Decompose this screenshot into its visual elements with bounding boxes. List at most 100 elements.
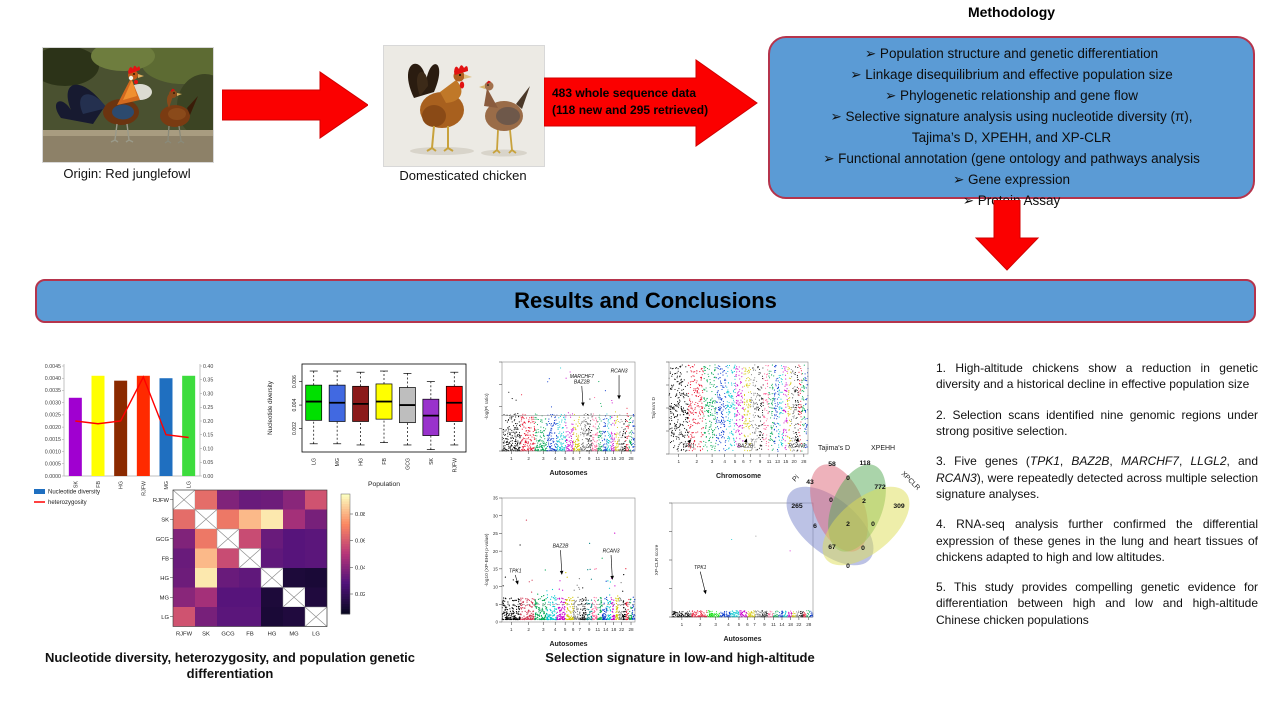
domesticated-label: Domesticated chicken bbox=[399, 168, 527, 183]
conclusion-paragraph: 1. High-altitude chickens show a reducti… bbox=[936, 361, 1258, 392]
svg-text:0.10: 0.10 bbox=[203, 446, 213, 452]
svg-text:3: 3 bbox=[542, 627, 545, 632]
svg-text:20: 20 bbox=[792, 459, 798, 464]
svg-text:0.0000: 0.0000 bbox=[45, 474, 61, 480]
svg-text:9: 9 bbox=[588, 627, 591, 632]
svg-text:0.006: 0.006 bbox=[292, 375, 298, 388]
results-title: Results and Conclusions bbox=[514, 288, 777, 313]
svg-text:35: 35 bbox=[493, 496, 499, 501]
svg-text:0.0020: 0.0020 bbox=[45, 425, 61, 431]
svg-text:7: 7 bbox=[749, 459, 752, 464]
svg-text:0.04: 0.04 bbox=[355, 565, 365, 571]
svg-text:3: 3 bbox=[542, 456, 545, 461]
methodology-box: ➢ Population structure and genetic diffe… bbox=[768, 36, 1255, 208]
domesticated-chicken-photo bbox=[383, 45, 545, 167]
svg-text:0.06: 0.06 bbox=[355, 539, 365, 545]
sequence-data-line2: (118 new and 295 retrieved) bbox=[552, 103, 709, 117]
manhattan-plot-tajimas-d: Tajima's D 1 2 3 4 5 6 7 9 11 13 15 20 28 Chromosome TP… bbox=[645, 356, 813, 484]
manhattan-plot-xpehh: 0 5 10 15 20 25 30 35 -log10 (XP-EHH p-value) 1 2 3… bbox=[478, 492, 640, 652]
svg-text:20: 20 bbox=[493, 549, 499, 554]
conclusion-paragraph: 4. RNA-seq analysis further confirmed th… bbox=[936, 517, 1258, 564]
svg-text:-log10 (XP-EHH p-value): -log10 (XP-EHH p-value) bbox=[484, 533, 490, 586]
svg-text:0.40: 0.40 bbox=[203, 364, 213, 370]
svg-text:14: 14 bbox=[603, 627, 609, 632]
svg-text:HG: HG bbox=[119, 481, 125, 489]
svg-text:0.30: 0.30 bbox=[203, 391, 213, 397]
svg-text:TPK1: TPK1 bbox=[509, 568, 522, 574]
svg-text:20: 20 bbox=[619, 456, 625, 461]
svg-text:Tajima's D: Tajima's D bbox=[651, 396, 657, 419]
svg-text:2: 2 bbox=[696, 459, 699, 464]
svg-text:18: 18 bbox=[611, 627, 617, 632]
svg-text:Autosomes: Autosomes bbox=[549, 641, 587, 648]
svg-text:BAZ2B: BAZ2B bbox=[553, 544, 570, 550]
svg-text:6: 6 bbox=[572, 627, 575, 632]
svg-text:3: 3 bbox=[711, 459, 714, 464]
conclusion-paragraph: 2. Selection scans identified nine genom… bbox=[936, 407, 1258, 438]
svg-text:11: 11 bbox=[595, 456, 600, 461]
svg-text:HG: HG bbox=[160, 576, 169, 582]
svg-text:15: 15 bbox=[493, 567, 499, 572]
svg-text:SK: SK bbox=[73, 481, 79, 489]
diversity-bar-chart: 0.0000 0.0005 0.0010 0.0015 0.0020 0.0025 0.00… bbox=[28, 356, 243, 508]
svg-text:11: 11 bbox=[595, 627, 600, 632]
methodology-item: ➢ Population structure and genetic diffe… bbox=[864, 46, 1159, 61]
svg-text:GCG: GCG bbox=[221, 632, 235, 638]
methodology-item: Tajima’s D, XPEHH, and XP-CLR bbox=[911, 130, 1112, 145]
svg-text:5: 5 bbox=[564, 456, 567, 461]
svg-text:25: 25 bbox=[493, 531, 499, 536]
svg-text:MARCHF7: MARCHF7 bbox=[570, 374, 594, 380]
svg-text:heterozygosity: heterozygosity bbox=[48, 500, 87, 506]
svg-text:FB: FB bbox=[162, 556, 170, 562]
svg-text:2: 2 bbox=[527, 456, 530, 461]
svg-text:GCG: GCG bbox=[405, 458, 411, 470]
caption-left-line2: differentiation bbox=[186, 666, 274, 681]
svg-text:15: 15 bbox=[611, 456, 617, 461]
methodology-item: ➢ Gene expression bbox=[952, 172, 1071, 187]
svg-text:LG: LG bbox=[312, 458, 318, 465]
svg-text:4: 4 bbox=[723, 459, 726, 464]
svg-text:5: 5 bbox=[734, 459, 737, 464]
svg-text:15: 15 bbox=[783, 459, 789, 464]
origin-label: Origin: Red junglefowl bbox=[63, 166, 191, 181]
arrow-right-2 bbox=[544, 58, 759, 148]
svg-text:0.02: 0.02 bbox=[355, 592, 365, 598]
svg-text:0.0035: 0.0035 bbox=[45, 388, 61, 394]
svg-text:30: 30 bbox=[493, 513, 499, 518]
svg-text:0: 0 bbox=[495, 620, 498, 625]
svg-text:0.00: 0.00 bbox=[203, 474, 213, 480]
svg-text:GCG: GCG bbox=[156, 537, 170, 543]
sequence-data-line1: 483 whole sequence data bbox=[552, 86, 697, 100]
svg-text:28: 28 bbox=[628, 627, 634, 632]
svg-text:Chromosome: Chromosome bbox=[716, 473, 761, 480]
down-arrow-icon bbox=[974, 200, 1040, 271]
svg-text:SK: SK bbox=[202, 632, 210, 638]
svg-text:13: 13 bbox=[775, 459, 781, 464]
conclusion-paragraph: 5. This study provides compelling geneti… bbox=[936, 580, 1258, 627]
svg-text:FB: FB bbox=[382, 457, 388, 464]
svg-text:4: 4 bbox=[554, 627, 557, 632]
svg-text:BAZ2B: BAZ2B bbox=[738, 444, 755, 450]
svg-text:0.0045: 0.0045 bbox=[45, 364, 61, 370]
svg-text:LG: LG bbox=[312, 632, 320, 638]
svg-text:0.25: 0.25 bbox=[203, 405, 213, 411]
right-arrow-icon bbox=[544, 59, 758, 147]
svg-text:1: 1 bbox=[510, 627, 513, 632]
svg-text:28: 28 bbox=[801, 459, 807, 464]
svg-text:0.004: 0.004 bbox=[292, 398, 298, 411]
caption-left-line1: Nucleotide diversity, heterozygosity, an… bbox=[44, 650, 416, 665]
svg-text:LG: LG bbox=[161, 615, 169, 621]
svg-text:MG: MG bbox=[164, 481, 170, 490]
red-junglefowl-photo bbox=[42, 47, 214, 163]
svg-text:Nucleotide diversity: Nucleotide diversity bbox=[48, 490, 100, 496]
svg-text:0.0005: 0.0005 bbox=[45, 462, 61, 468]
fst-heatmap: RJFW SK GCG FB HG MG LG RJFW SK GCG FB HG MG LG 0.08 0.… bbox=[115, 482, 365, 652]
svg-text:0.0015: 0.0015 bbox=[45, 437, 61, 443]
svg-text:RCAN3: RCAN3 bbox=[611, 369, 628, 375]
svg-text:22: 22 bbox=[619, 627, 625, 632]
svg-text:RJFW: RJFW bbox=[176, 632, 193, 638]
svg-text:0.05: 0.05 bbox=[203, 460, 213, 466]
caption-selection-signature: Selection signature in low-and high-alti… bbox=[545, 650, 815, 665]
svg-text:RCAN3: RCAN3 bbox=[788, 444, 805, 450]
